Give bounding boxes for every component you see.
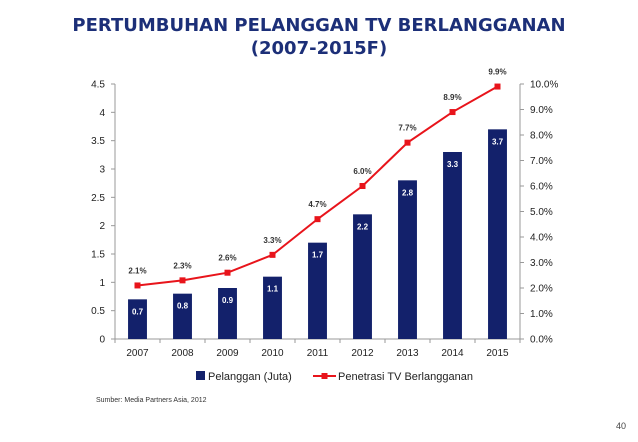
y-right-tick-label: 7.0% [530,156,553,167]
y-left-tick-label: 3.5 [91,136,105,147]
bar-data-label: 0.9 [222,296,234,305]
bar-data-label: 3.7 [492,137,504,146]
y-right-tick-label: 10.0% [530,80,558,91]
bar-data-label: 2.2 [357,222,369,231]
line-data-label: 9.9% [488,68,506,77]
legend-line-marker [321,373,328,379]
line-marker [359,183,366,189]
y-left-tick-label: 1.5 [91,250,105,261]
line-data-label: 2.6% [218,254,236,263]
y-right-tick-label: 6.0% [530,182,553,193]
line-data-label: 2.1% [128,266,146,275]
y-left-tick-label: 2.5 [91,193,105,204]
x-tick-label: 2011 [307,348,329,359]
x-tick-label: 2009 [216,348,239,359]
y-right-tick-label: 2.0% [530,284,553,295]
y-left-tick-label: 3 [99,165,105,176]
line-marker [494,83,501,90]
line-data-label: 2.3% [173,261,191,270]
x-tick-label: 2015 [486,348,509,359]
y-left-tick-label: 1 [99,278,105,289]
y-left-tick-label: 4.5 [91,80,105,91]
y-right-tick-label: 0.0% [530,335,553,346]
line-data-label: 8.9% [443,93,461,102]
legend-bar-swatch [196,371,205,380]
bar [173,293,192,339]
y-right-tick-label: 8.0% [530,131,553,142]
bar [308,242,327,339]
line-data-label: 7.7% [398,124,416,133]
line-data-label: 3.3% [263,236,281,245]
line-marker [449,109,456,116]
bar [398,180,417,339]
line-marker [224,269,231,276]
y-left-tick-label: 0.5 [91,306,105,317]
line-data-label: 4.7% [308,200,326,209]
legend-line-label: Penetrasi TV Berlangganan [338,371,473,383]
bar-data-label: 1.7 [312,251,324,260]
title-line-1: PERTUMBUHAN PELANGGAN TV BERLANGGANAN [72,15,566,36]
bar [128,299,147,339]
y-right-tick-label: 1.0% [530,309,553,320]
y-right-tick-label: 5.0% [530,207,553,218]
y-right-tick-label: 9.0% [530,105,553,116]
y-right-tick-label: 3.0% [530,258,553,269]
title-line-2: (2007-2015F) [250,38,388,59]
line-marker [179,277,186,284]
bar-data-label: 1.1 [267,285,279,294]
line-marker [269,251,276,258]
source-note: Sumber: Media Partners Asia, 2012 [96,397,207,404]
page-number: 40 [615,421,626,431]
bar [218,288,237,339]
bar-data-label: 2.8 [402,188,414,197]
bar [488,129,507,339]
bar [353,214,372,339]
line-marker [404,139,411,146]
x-tick-label: 2012 [351,348,374,359]
chart-title: PERTUMBUHAN PELANGGAN TV BERLANGGANAN (2… [0,14,638,60]
x-tick-label: 2010 [261,348,284,359]
x-tick-label: 2014 [441,348,464,359]
bar [263,276,282,339]
bar-data-label: 0.7 [132,307,144,316]
bar-data-label: 0.8 [177,302,189,311]
y-left-tick-label: 0 [99,335,105,346]
x-tick-label: 2007 [126,348,149,359]
bar [443,152,462,339]
line-marker [134,282,141,289]
x-tick-label: 2013 [396,348,419,359]
y-left-tick-label: 2 [99,221,105,232]
legend-bar-label: Pelanggan (Juta) [208,371,292,383]
bar-data-label: 3.3 [447,160,459,169]
x-tick-label: 2008 [171,348,194,359]
line-marker [314,216,321,223]
y-left-tick-label: 4 [99,108,105,119]
y-right-tick-label: 4.0% [530,233,553,244]
line-data-label: 6.0% [353,167,371,176]
